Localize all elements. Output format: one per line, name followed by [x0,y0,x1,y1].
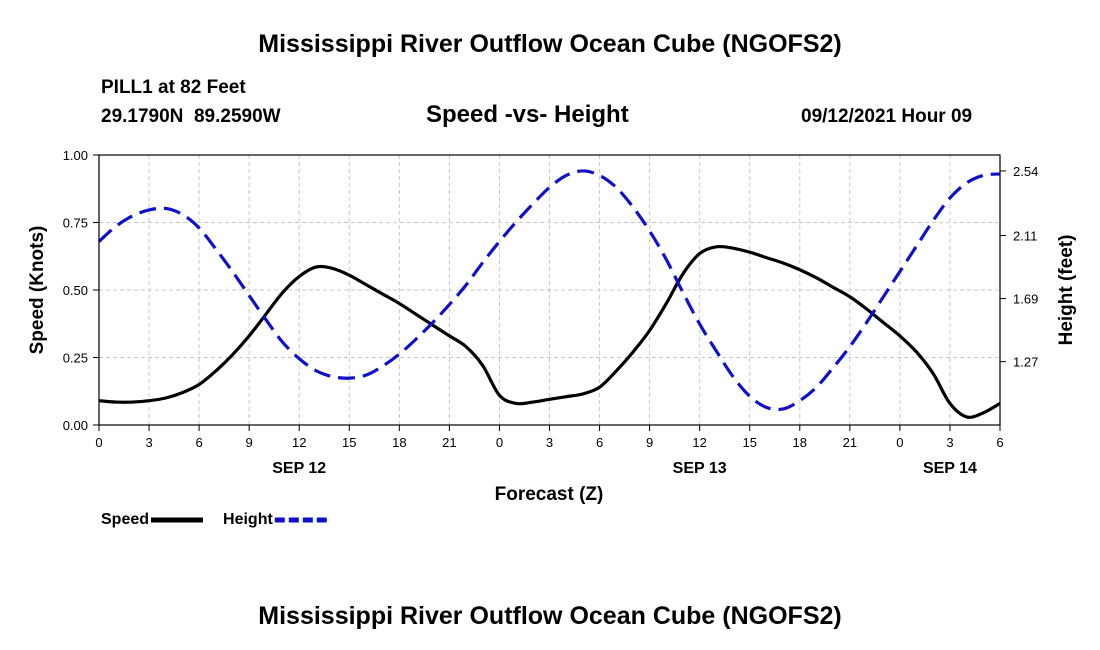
x-tick-label: 15 [342,435,356,450]
y-axis-label-left: Speed (Knots) [27,226,48,355]
x-tick-label: 3 [546,435,553,450]
x-tick-label: 15 [742,435,756,450]
day-labels: SEP 12 SEP 13 SEP 14 [272,460,977,477]
x-tick-label: 0 [496,435,503,450]
grid-lines [99,155,1000,425]
day-label: SEP 14 [923,460,977,477]
y-tick-label-right: 2.11 [1013,228,1037,243]
x-tick-label: 18 [793,435,807,450]
x-tick-label: 3 [946,435,953,450]
legend: Speed Height [101,511,327,528]
x-tick-label: 6 [195,435,202,450]
x-tick-label: 3 [145,435,152,450]
x-tick-label: 21 [442,435,456,450]
x-tick-label: 9 [646,435,653,450]
y-tick-label-right: 1.69 [1013,292,1038,307]
y-tick-label-right: 1.27 [1013,355,1038,370]
axis-ticks [93,154,1006,431]
x-tick-label: 12 [692,435,706,450]
tick-labels: 0 3 6 9 12 15 18 21 0 3 6 9 12 15 18 21 0 3 6 0.00 0.25 0.50 0… [63,148,1039,450]
y-tick-label-left: 0.50 [63,283,88,298]
chart-title: Mississippi River Outflow Ocean Cube (NG… [258,30,842,58]
series-line-speed [98,244,1001,419]
y-tick-label-left: 0.00 [63,418,88,433]
y-tick-label-right: 2.54 [1013,164,1038,179]
x-tick-label: 0 [95,435,102,450]
day-label: SEP 13 [673,460,727,477]
x-tick-label: 21 [843,435,857,450]
legend-label-height: Height [223,511,273,528]
x-tick-label: 6 [596,435,603,450]
footer-title: Mississippi River Outflow Ocean Cube (NG… [258,602,842,630]
station-label: PILL1 at 82 Feet [101,77,246,98]
chart-subtitle: Speed -vs- Height [426,101,629,128]
x-tick-label: 9 [246,435,253,450]
legend-label-speed: Speed [101,511,149,528]
x-tick-label: 0 [896,435,903,450]
series-lines [97,169,1001,419]
x-axis-label: Forecast (Z) [495,484,604,505]
y-axis-label-right: Height (feet) [1056,235,1077,346]
series-line-height [97,169,1001,412]
y-tick-label-left: 1.00 [63,148,88,163]
x-tick-label: 18 [392,435,406,450]
x-tick-label: 12 [292,435,306,450]
y-tick-label-left: 0.25 [63,351,88,366]
y-tick-label-left: 0.75 [63,216,88,231]
day-label: SEP 12 [272,460,326,477]
x-tick-label: 6 [996,435,1003,450]
forecast-datetime: 09/12/2021 Hour 09 [801,106,973,127]
coordinates-label: 29.1790N 89.2590W [101,106,281,127]
